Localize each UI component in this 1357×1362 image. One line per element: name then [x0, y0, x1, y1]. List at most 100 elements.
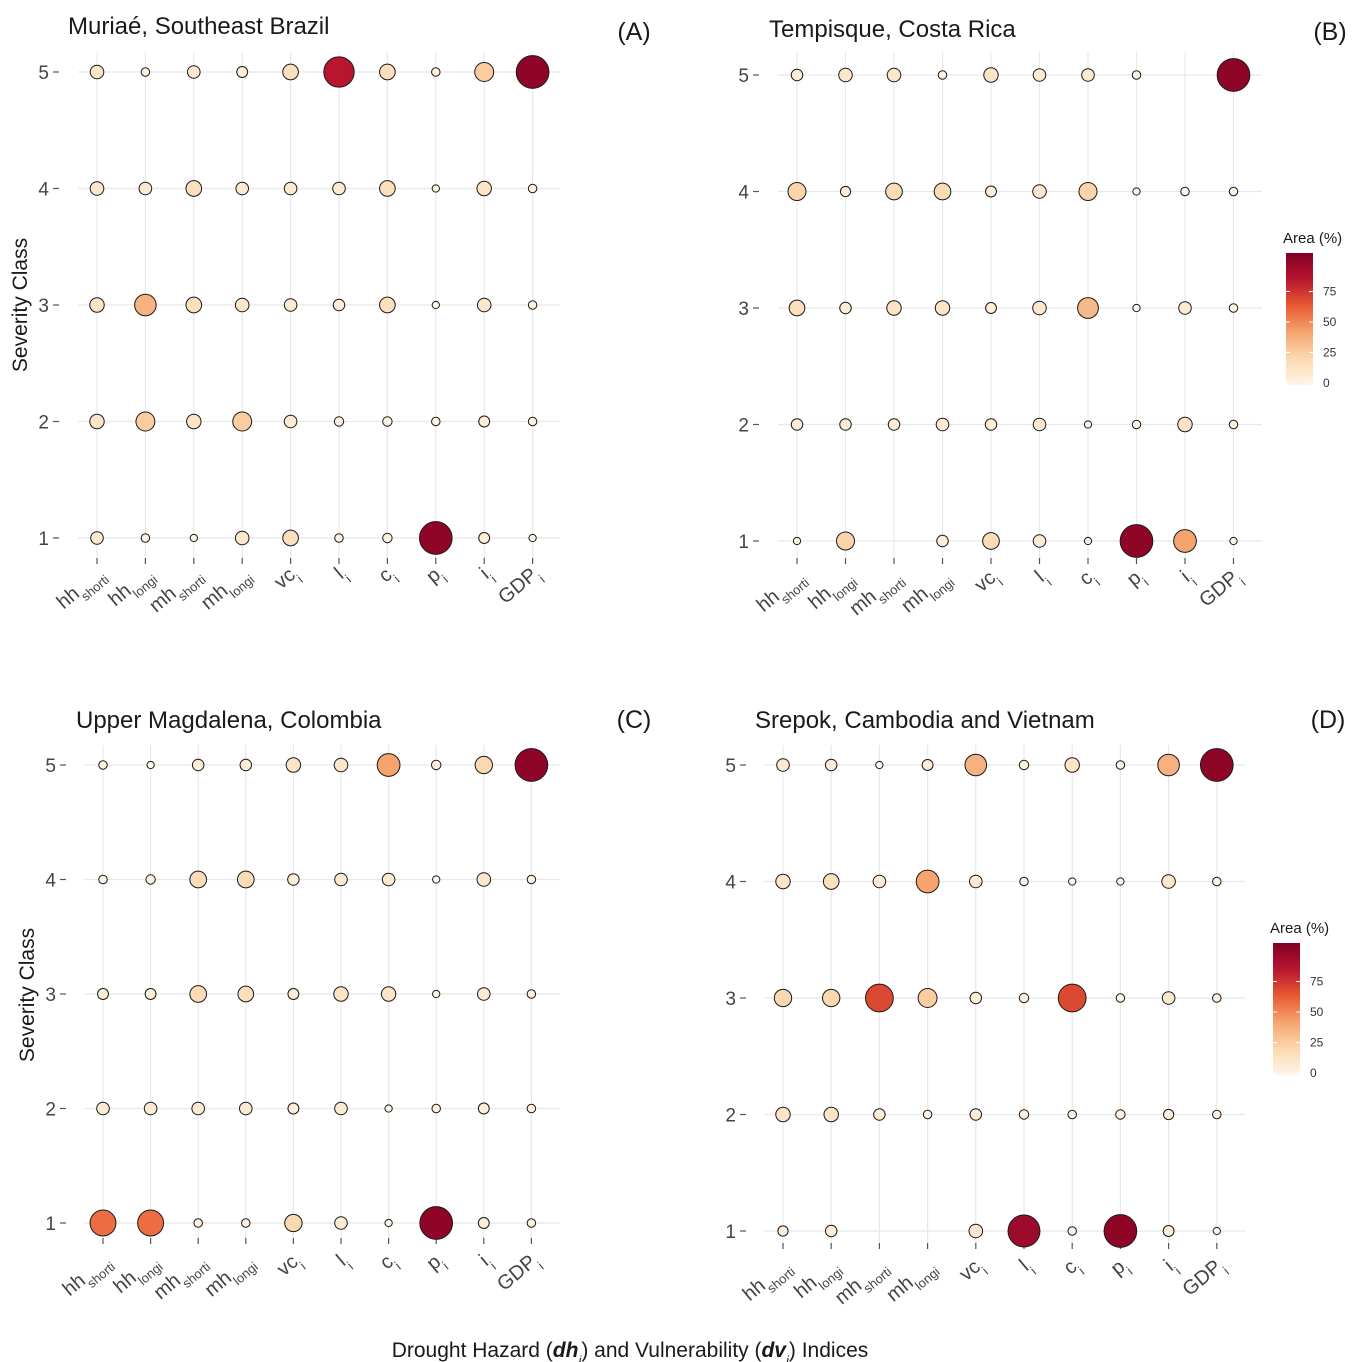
- bubble-point: [477, 987, 491, 1001]
- x-tick-label: mhlongi: [197, 562, 257, 619]
- bubble-point: [476, 180, 492, 197]
- x-tick-label: ci: [1059, 1254, 1087, 1283]
- legend-title: Area (%): [1283, 230, 1342, 247]
- bubble-point: [982, 532, 1000, 550]
- bubble-point: [1018, 992, 1030, 1004]
- legend-tick-label: 25: [1323, 346, 1337, 360]
- bubble-point: [283, 181, 298, 196]
- bubble-point: [824, 758, 838, 772]
- panel-label: (B): [1313, 18, 1346, 46]
- panel-label: (A): [617, 18, 650, 46]
- x-tick-label: li: [1031, 565, 1054, 591]
- bubble-point: [526, 989, 537, 999]
- bubble-point: [1162, 1225, 1175, 1237]
- bubble-point: [1007, 1214, 1041, 1248]
- bubble-point: [332, 298, 346, 312]
- y-tick-label: 5: [45, 756, 56, 777]
- y-tick-label: 4: [45, 871, 56, 892]
- bubble-point: [872, 874, 887, 889]
- y-tick-label: 1: [38, 529, 49, 550]
- bubble-point: [189, 870, 208, 889]
- bubble-point: [185, 296, 203, 314]
- bubble-point: [1083, 420, 1093, 429]
- bubble-point: [287, 1102, 300, 1115]
- bubble-point: [983, 67, 999, 83]
- bubble-point: [474, 62, 495, 82]
- bubble-point: [1132, 303, 1141, 313]
- panel-d: Srepok, Cambodia and Vietnam (D) 1 2 3 4 5 hhsh…: [725, 706, 1345, 1310]
- bubble-point: [476, 872, 492, 887]
- panel-title: Srepok, Cambodia and Vietnam: [755, 707, 1095, 734]
- legend-tick-label: 50: [1310, 1005, 1324, 1019]
- bubble-point: [1032, 534, 1047, 548]
- x-tick-label: ci: [375, 562, 403, 591]
- bubble-point: [97, 988, 109, 1000]
- bubble-point: [134, 293, 157, 317]
- bubble-point: [984, 418, 998, 431]
- x-tick-label: hhshorti: [59, 1249, 118, 1305]
- bubble-point: [477, 1217, 490, 1229]
- bubble-point: [145, 874, 156, 885]
- bubble-point: [232, 411, 253, 432]
- bubble-point: [138, 181, 153, 196]
- bubble-point: [432, 875, 441, 884]
- bubble-point: [1157, 753, 1180, 777]
- bubble-point: [985, 302, 997, 314]
- bubble-point: [775, 873, 791, 890]
- bubble-point: [839, 185, 852, 198]
- y-tick-label: 5: [38, 63, 49, 84]
- bubble-point: [1161, 874, 1176, 889]
- x-tick-label: ii: [1176, 565, 1199, 591]
- bubble-point: [146, 760, 155, 770]
- bubble-point: [527, 300, 538, 310]
- y-tick-label: 1: [725, 1222, 736, 1243]
- y-tick-label: 4: [725, 873, 736, 894]
- bubble-point: [283, 298, 298, 312]
- bubble-point: [382, 532, 393, 544]
- bubble-point: [1018, 759, 1030, 771]
- y-tick-label: 5: [738, 66, 749, 87]
- bubble-point: [237, 985, 255, 1003]
- bubble-point: [418, 521, 453, 555]
- y-tick-label: 4: [38, 180, 49, 201]
- bubble-point: [135, 411, 156, 432]
- bubble-point: [376, 753, 401, 777]
- bubble-point: [1228, 419, 1239, 430]
- bubble-point: [875, 760, 884, 770]
- bubble-point: [191, 1101, 205, 1116]
- legend-tick-label: 75: [1310, 975, 1324, 989]
- legend-tick-label: 0: [1323, 376, 1330, 390]
- bubble-point: [431, 67, 441, 77]
- bubble-point: [191, 758, 205, 772]
- panel-title: Upper Magdalena, Colombia: [76, 707, 382, 734]
- bubble-point: [333, 757, 349, 773]
- bubble-point: [886, 67, 902, 83]
- bubble-point: [822, 873, 840, 890]
- bubble-point: [527, 416, 538, 427]
- bubble-point: [98, 874, 108, 885]
- x-tick-label: ci: [1075, 565, 1103, 594]
- bubble-point: [285, 757, 302, 773]
- bubble-point: [969, 1108, 983, 1121]
- bubble-point: [379, 180, 396, 197]
- bubble-point: [287, 988, 300, 1000]
- bubble-point: [235, 181, 249, 196]
- x-tick-label: vci: [270, 562, 305, 598]
- bubble-point: [140, 67, 151, 77]
- y-tick-label: 2: [45, 1100, 56, 1121]
- x-tick-label: GDPi: [493, 1249, 546, 1300]
- legend-tick-label: 50: [1323, 315, 1337, 329]
- bubble-point: [189, 985, 208, 1003]
- bubble-point: [1131, 70, 1142, 80]
- bubble-point: [431, 300, 440, 310]
- y-tick-label: 1: [45, 1214, 56, 1235]
- bubble-point: [334, 1101, 348, 1116]
- x-tick-label: hhshorti: [739, 1254, 798, 1310]
- bubble-point: [822, 988, 841, 1008]
- bubble-point: [431, 1103, 441, 1114]
- bubble-point: [515, 55, 550, 89]
- bubble-point: [1229, 536, 1238, 546]
- bubble-point: [1115, 1109, 1126, 1120]
- bubble-point: [1115, 760, 1126, 770]
- bubble-point: [839, 301, 852, 315]
